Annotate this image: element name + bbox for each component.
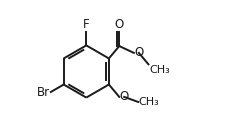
Text: O: O — [134, 46, 143, 59]
Text: CH₃: CH₃ — [138, 97, 159, 107]
Text: O: O — [114, 18, 123, 31]
Text: CH₃: CH₃ — [148, 65, 169, 75]
Text: Br: Br — [37, 86, 50, 99]
Text: F: F — [83, 18, 89, 31]
Text: O: O — [119, 90, 128, 103]
